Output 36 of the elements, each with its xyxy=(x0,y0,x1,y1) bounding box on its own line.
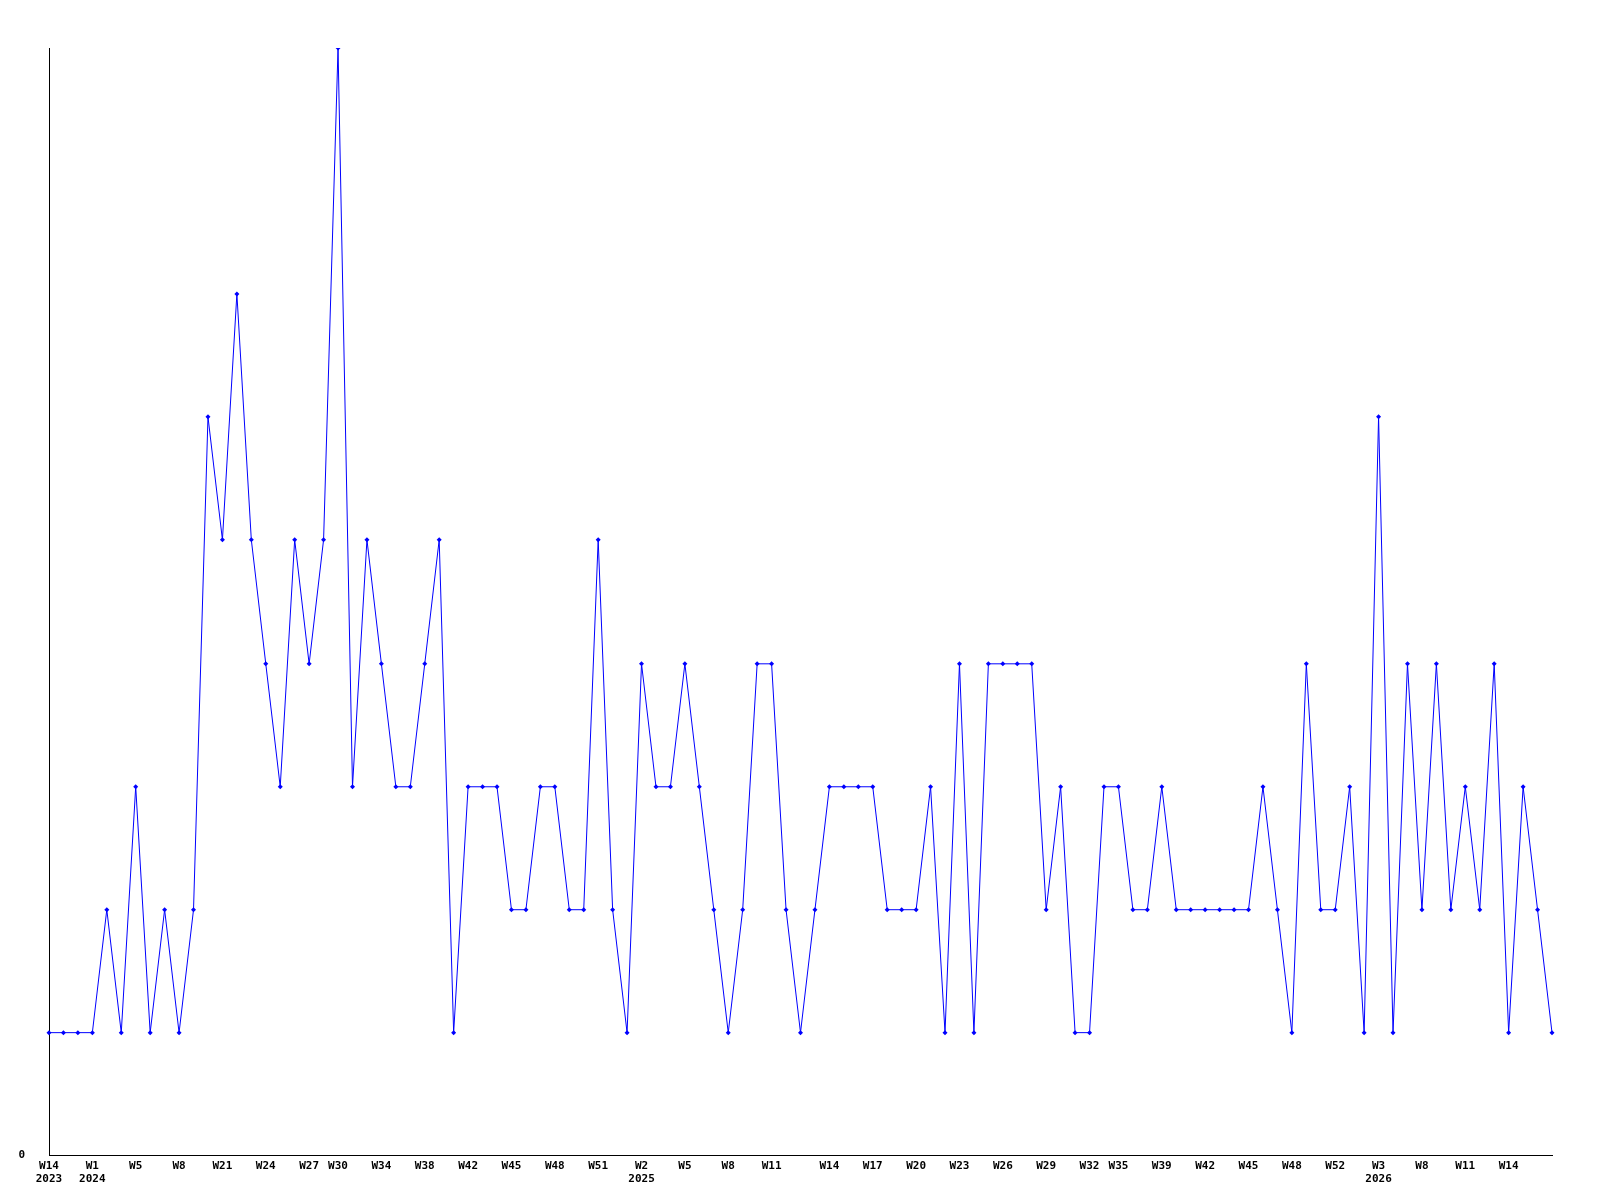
x-tick-label: W20 xyxy=(906,1159,927,1173)
x-tick-label: W11 xyxy=(1455,1159,1476,1173)
x-tick-label: W23 xyxy=(949,1159,970,1173)
x-tick-label: W21 xyxy=(212,1159,233,1173)
x-tick-label: W14 xyxy=(1498,1159,1519,1173)
x-tick-label: W35 xyxy=(1108,1159,1129,1173)
x-tick-label: W11 xyxy=(761,1159,782,1173)
x-tick-label: W5 xyxy=(129,1159,143,1173)
x-tick-label: W8 xyxy=(721,1159,735,1173)
x-tick-label: W48 xyxy=(544,1159,565,1173)
x-tick-label: W14 2023 xyxy=(35,1159,63,1186)
x-tick-label: W39 xyxy=(1151,1159,1172,1173)
x-tick-label: W45 xyxy=(501,1159,522,1173)
x-tick-label: W2 2025 xyxy=(628,1159,655,1186)
x-tick-label: W3 2026 xyxy=(1365,1159,1393,1186)
x-tick-label: W52 xyxy=(1325,1159,1346,1173)
x-tick-label: W42 xyxy=(1195,1159,1216,1173)
x-tick-label: W5 xyxy=(678,1159,692,1173)
text: 0 xyxy=(18,1148,25,1162)
x-tick-label: W29 xyxy=(1036,1159,1057,1173)
x-tick-label: W32 xyxy=(1079,1159,1100,1173)
x-tick-label: W45 xyxy=(1238,1159,1259,1173)
x-tick-label: W8 xyxy=(172,1159,186,1173)
x-tick-label: W48 xyxy=(1281,1159,1302,1173)
x-tick-label: W51 xyxy=(588,1159,609,1173)
x-tick-label: W34 xyxy=(371,1159,392,1173)
x-tick-label: W14 xyxy=(819,1159,840,1173)
x-tick-label: W1 2024 xyxy=(79,1159,106,1186)
x-tick-label: W27 xyxy=(299,1159,320,1173)
x-tick-label: W30 xyxy=(328,1159,348,1173)
x-tick-label: W24 xyxy=(255,1159,277,1173)
x-tick-label: W17 xyxy=(862,1159,883,1173)
x-tick-label: W26 xyxy=(992,1159,1014,1173)
x-tick-label: W8 xyxy=(1415,1159,1429,1173)
x-tick-label: W38 xyxy=(414,1159,435,1173)
x-tick-label: W42 xyxy=(458,1159,479,1173)
